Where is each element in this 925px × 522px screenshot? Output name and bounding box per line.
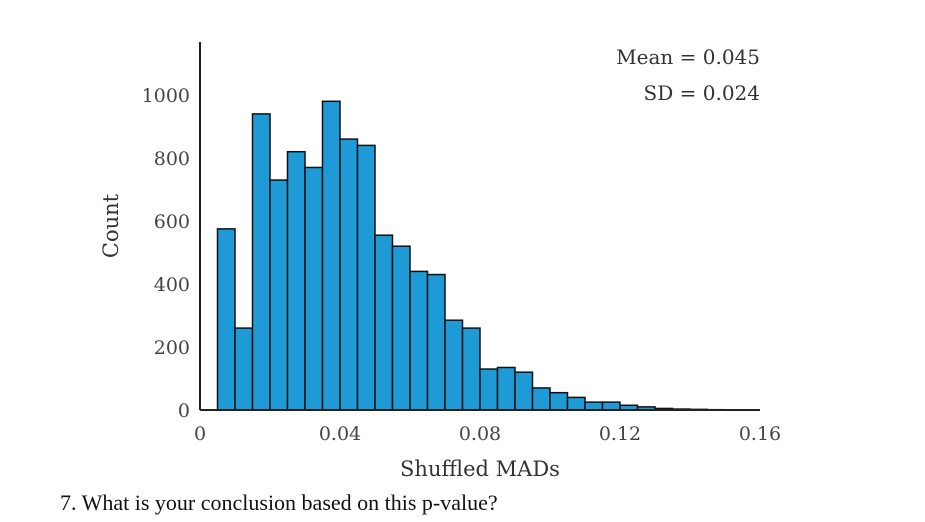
x-tick-label: 0.04: [319, 423, 361, 445]
y-tick-label: 1000: [142, 85, 190, 107]
histogram-bar: [601, 401, 621, 411]
histogram-bar: [251, 113, 271, 411]
histogram-bar: [339, 138, 359, 411]
histogram-bars: [216, 100, 726, 411]
y-tick-label: 200: [154, 337, 190, 359]
histogram-bar: [549, 391, 569, 411]
histogram-bar: [391, 245, 411, 411]
histogram-bar: [216, 228, 236, 411]
x-tick-label: 0.12: [599, 423, 641, 445]
y-tick-labels: 0 200 400 600 800 1000: [142, 85, 190, 422]
y-tick-label: 800: [154, 148, 190, 170]
histogram-bar: [286, 150, 306, 411]
y-axis-title: Count: [99, 193, 123, 258]
sd-annotation: SD = 0.024: [644, 81, 760, 105]
histogram-bar: [409, 270, 429, 411]
histogram-bar: [374, 234, 394, 411]
x-tick-label: 0.16: [739, 423, 781, 445]
y-tick-label: 0: [178, 400, 190, 422]
histogram-bar: [426, 273, 446, 411]
histogram-bar: [514, 371, 534, 411]
histogram-bar: [444, 319, 464, 411]
histogram-bar: [496, 366, 516, 411]
histogram-bar: [269, 179, 289, 411]
histogram-bar: [304, 166, 324, 411]
x-axis-title: Shuffled MADs: [400, 457, 560, 481]
y-tick-label: 400: [154, 274, 190, 296]
histogram-bar: [584, 401, 604, 411]
mean-annotation: Mean = 0.045: [616, 45, 760, 69]
question-text: 7. What is your conclusion based on this…: [60, 490, 498, 515]
histogram-bar: [356, 144, 376, 411]
y-tick-label: 600: [154, 211, 190, 233]
histogram-bar: [566, 396, 586, 411]
x-tick-label: 0.08: [459, 423, 501, 445]
histogram-bar: [321, 100, 341, 411]
histogram-bar: [479, 368, 499, 411]
x-tick-labels: 0 0.04 0.08 0.12 0.16: [194, 423, 781, 445]
x-tick-label: 0: [194, 423, 206, 445]
histogram-bar: [531, 387, 551, 411]
histogram-bar: [234, 327, 254, 411]
histogram-bar: [461, 327, 481, 411]
histogram-chart: 0 200 400 600 800 1000 0 0.04 0.08 0.12 0.16 Coun…: [99, 42, 781, 481]
